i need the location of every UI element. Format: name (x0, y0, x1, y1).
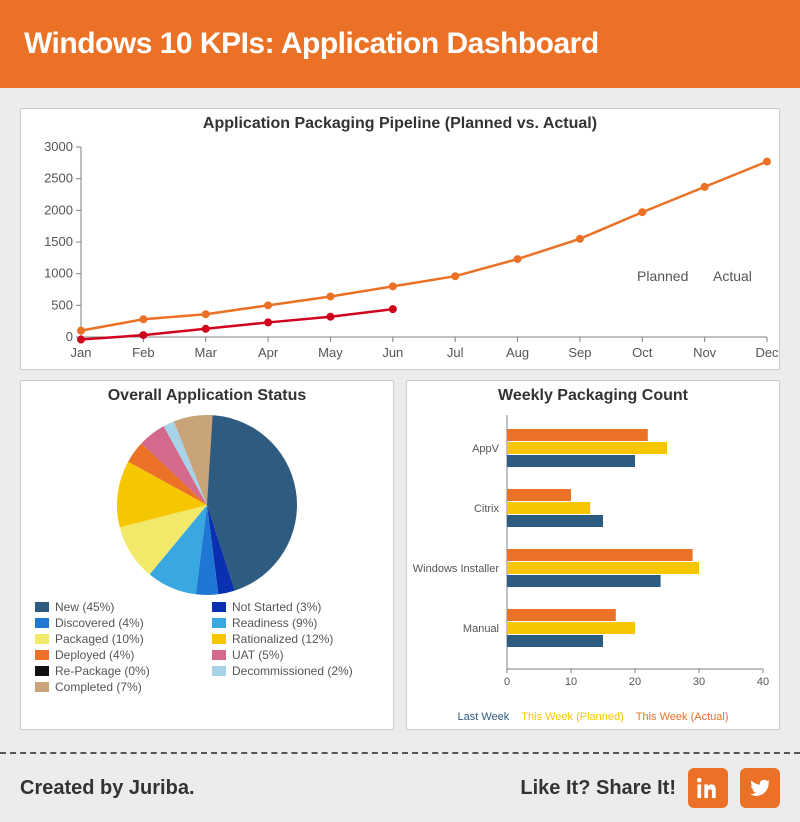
svg-text:10: 10 (565, 676, 577, 688)
legend-label: Decommissioned (2%) (232, 664, 353, 678)
bar-chart-panel: Weekly Packaging Count 0 10 20 30 40 AppV Citr… (406, 380, 780, 730)
twitter-icon (749, 777, 771, 799)
svg-text:0: 0 (66, 329, 73, 344)
svg-text:Actual: Actual (713, 268, 752, 284)
svg-text:Windows Installer: Windows Installer (413, 563, 500, 575)
twitter-button[interactable] (740, 768, 780, 808)
bar-chart: 0 10 20 30 40 AppV Citrix Windows Installer Manu… (407, 405, 779, 697)
linkedin-icon (697, 777, 719, 799)
pie-legend-item: Readiness (9%) (212, 616, 379, 630)
bar-legend: Last Week This Week (Planned) This Week (A… (407, 711, 779, 723)
svg-text:Planned: Planned (637, 268, 688, 284)
page-footer: Created by Juriba. Like It? Share It! (0, 752, 800, 822)
svg-text:Aug: Aug (506, 345, 529, 360)
legend-swatch (212, 618, 226, 628)
pie-chart-panel: Overall Application Status New (45%) Not … (20, 380, 394, 730)
svg-text:20: 20 (629, 676, 641, 688)
svg-text:Manual: Manual (463, 623, 499, 635)
svg-text:0: 0 (504, 676, 510, 688)
svg-text:Jun: Jun (382, 345, 403, 360)
pie-legend-item: New (45%) (35, 600, 202, 614)
legend-label: Re-Package (0%) (55, 664, 150, 678)
svg-text:Dec: Dec (755, 345, 779, 360)
page-title: Windows 10 KPIs: Application Dashboard (24, 27, 599, 61)
pie-legend-item: Re-Package (0%) (35, 664, 202, 678)
svg-text:40: 40 (757, 676, 769, 688)
legend-label: Rationalized (12%) (232, 632, 333, 646)
legend-swatch (212, 666, 226, 676)
legend-label: Discovered (4%) (55, 616, 144, 630)
pie-legend-item: Completed (7%) (35, 680, 202, 694)
legend-label: Readiness (9%) (232, 616, 317, 630)
legend-swatch (35, 602, 49, 612)
svg-text:Jan: Jan (71, 345, 92, 360)
legend-swatch (35, 650, 49, 660)
legend-swatch (35, 618, 49, 628)
svg-text:Jul: Jul (447, 345, 464, 360)
legend-label: Not Started (3%) (232, 600, 321, 614)
legend-label: New (45%) (55, 600, 114, 614)
legend-swatch (212, 602, 226, 612)
svg-text:Nov: Nov (693, 345, 717, 360)
legend-swatch (35, 666, 49, 676)
bar-legend-item: This Week (Planned) (521, 711, 624, 723)
legend-swatch (35, 634, 49, 644)
svg-text:30: 30 (693, 676, 705, 688)
legend-label: Packaged (10%) (55, 632, 144, 646)
pie-chart-title: Overall Application Status (21, 381, 393, 405)
svg-text:1500: 1500 (44, 234, 73, 249)
bar-legend-item: This Week (Actual) (636, 711, 729, 723)
svg-text:Feb: Feb (132, 345, 154, 360)
created-by: Created by Juriba. (20, 777, 195, 800)
line-chart-title: Application Packaging Pipeline (Planned … (21, 109, 779, 133)
pie-legend-item: Packaged (10%) (35, 632, 202, 646)
svg-text:Oct: Oct (632, 345, 653, 360)
pie-chart (21, 405, 393, 595)
legend-swatch (212, 634, 226, 644)
legend-label: Completed (7%) (55, 680, 142, 694)
svg-text:2500: 2500 (44, 171, 73, 186)
svg-text:May: May (318, 345, 343, 360)
svg-text:Mar: Mar (195, 345, 218, 360)
pie-legend-item: Not Started (3%) (212, 600, 379, 614)
svg-text:500: 500 (51, 297, 73, 312)
svg-text:3000: 3000 (44, 139, 73, 154)
svg-text:2000: 2000 (44, 202, 73, 217)
bar-chart-title: Weekly Packaging Count (407, 381, 779, 405)
page-header: Windows 10 KPIs: Application Dashboard (0, 0, 800, 88)
share-label: Like It? Share It! (520, 777, 676, 800)
legend-swatch (212, 650, 226, 660)
pie-legend-item: Deployed (4%) (35, 648, 202, 662)
legend-label: Deployed (4%) (55, 648, 134, 662)
line-chart-panel: Application Packaging Pipeline (Planned … (20, 108, 780, 370)
svg-text:AppV: AppV (472, 443, 500, 455)
linkedin-button[interactable] (688, 768, 728, 808)
bar-legend-item: Last Week (457, 711, 509, 723)
svg-text:Citrix: Citrix (474, 503, 500, 515)
pie-legend-item: Rationalized (12%) (212, 632, 379, 646)
pie-legend-item: Decommissioned (2%) (212, 664, 379, 678)
svg-text:Apr: Apr (258, 345, 279, 360)
legend-swatch (35, 682, 49, 692)
line-chart: 0 500 1000 1500 2000 2500 3000 Jan Feb Mar Apr May J… (21, 133, 779, 365)
legend-label: UAT (5%) (232, 648, 284, 662)
svg-text:1000: 1000 (44, 266, 73, 281)
pie-legend-item: UAT (5%) (212, 648, 379, 662)
pie-legend: New (45%) Not Started (3%) Discovered (4%)… (21, 600, 393, 704)
svg-text:Sep: Sep (568, 345, 591, 360)
pie-legend-item: Discovered (4%) (35, 616, 202, 630)
